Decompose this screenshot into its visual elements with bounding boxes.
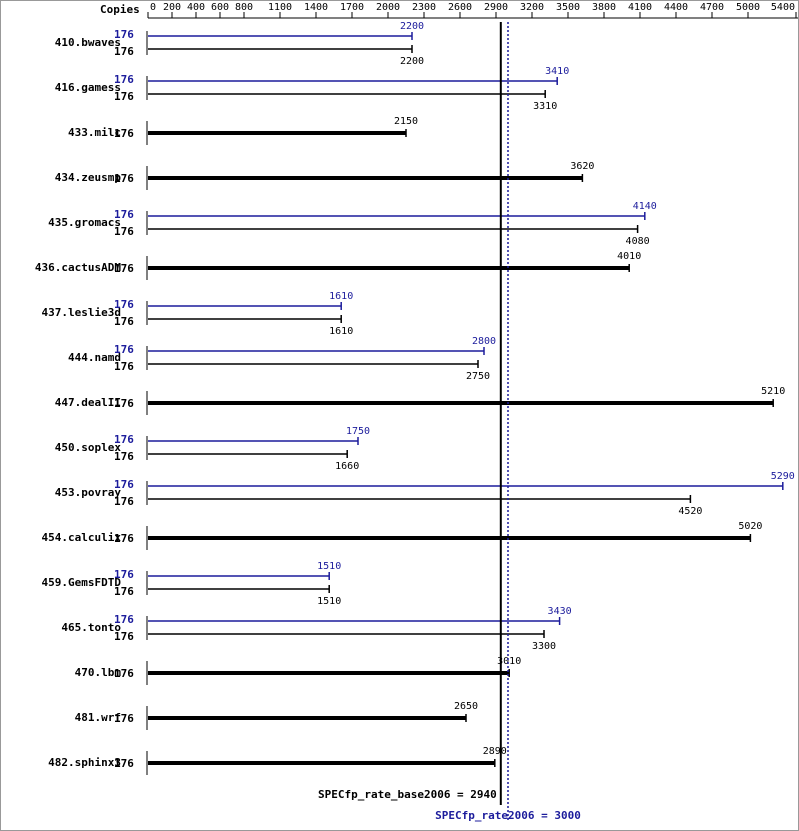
copies: 176 (114, 495, 134, 508)
copies: 176 (114, 532, 134, 545)
value-label: 1610 (329, 291, 353, 302)
value-label: 2800 (472, 336, 496, 347)
x-tick-label: 2000 (376, 2, 400, 13)
x-tick-label: 3200 (520, 2, 544, 13)
benchmark-name: 437.leslie3d (42, 306, 121, 319)
value-label: 4010 (617, 251, 641, 262)
copies: 176 (114, 28, 134, 41)
copies: 176 (114, 478, 134, 491)
value-label: 3310 (533, 101, 557, 112)
value-label: 1610 (329, 326, 353, 337)
value-label: 2750 (466, 371, 490, 382)
benchmark-name: 454.calculix (42, 531, 122, 544)
benchmark-name: 465.tonto (61, 621, 121, 634)
benchmark-name: 436.cactusADM (35, 261, 121, 274)
copies: 176 (114, 127, 134, 140)
value-label: 2650 (454, 701, 478, 712)
benchmark-name: 459.GemsFDTD (42, 576, 122, 589)
benchmark-name: 470.lbm (75, 666, 122, 679)
copies: 176 (114, 568, 134, 581)
copies: 176 (114, 712, 134, 725)
copies: 176 (114, 397, 134, 410)
value-label: 1660 (335, 461, 359, 472)
copies: 176 (114, 315, 134, 328)
x-tick-label: 1700 (340, 2, 364, 13)
value-label: 3300 (532, 641, 556, 652)
benchmark-name: 444.namd (68, 351, 121, 364)
benchmark-name: 481.wrf (75, 711, 121, 724)
value-label: 5290 (771, 471, 795, 482)
value-label: 1750 (346, 426, 370, 437)
copies: 176 (114, 262, 134, 275)
benchmark-name: 410.bwaves (55, 36, 121, 49)
benchmark-name: 482.sphinx3 (48, 756, 121, 769)
x-tick-label: 400 (187, 2, 205, 13)
x-tick-label: 600 (211, 2, 229, 13)
benchmark-name: 433.milc (68, 126, 121, 139)
copies: 176 (114, 667, 134, 680)
copies: 176 (114, 433, 134, 446)
x-tick-label: 2900 (484, 2, 508, 13)
x-tick-label: 200 (163, 2, 181, 13)
copies: 176 (114, 73, 134, 86)
benchmark-name: 450.soplex (55, 441, 122, 454)
x-tick-label: 2300 (412, 2, 436, 13)
x-tick-label: 4400 (664, 2, 688, 13)
value-label: 2200 (400, 21, 424, 32)
copies: 176 (114, 225, 134, 238)
copies: 176 (114, 343, 134, 356)
copies: 176 (114, 585, 134, 598)
copies: 176 (114, 90, 134, 103)
value-label: 3620 (570, 161, 594, 172)
x-tick-label: 5400 (771, 2, 795, 13)
x-tick-label: 1100 (268, 2, 292, 13)
value-label: 4080 (626, 236, 650, 247)
copies: 176 (114, 298, 134, 311)
value-label: 2150 (394, 116, 418, 127)
value-label: 1510 (317, 561, 341, 572)
x-tick-label: 3500 (556, 2, 580, 13)
x-tick-label: 3800 (592, 2, 616, 13)
copies: 176 (114, 450, 134, 463)
benchmark-name: 434.zeusmp (55, 171, 122, 184)
benchmark-name: 447.dealII (55, 396, 121, 409)
copies: 176 (114, 613, 134, 626)
x-tick-label: 1400 (304, 2, 328, 13)
value-label: 3410 (545, 66, 569, 77)
value-label: 4140 (633, 201, 657, 212)
value-label: 3430 (548, 606, 572, 617)
copies: 176 (114, 208, 134, 221)
copies: 176 (114, 757, 134, 770)
value-label: 4520 (678, 506, 702, 517)
x-tick-label: 4700 (700, 2, 724, 13)
benchmark-name: 435.gromacs (48, 216, 121, 229)
value-label: 2890 (483, 746, 507, 757)
value-label: 5020 (738, 521, 762, 532)
value-label: 3010 (497, 656, 521, 667)
benchmark-name: 453.povray (55, 486, 122, 499)
copies: 176 (114, 172, 134, 185)
x-tick-label: 4100 (628, 2, 652, 13)
reference-label: SPECfp_rate2006 = 3000 (435, 809, 581, 822)
x-tick-label: 5000 (736, 2, 760, 13)
value-label: 2200 (400, 56, 424, 67)
x-tick-label: 0 (150, 2, 156, 13)
copies: 176 (114, 45, 134, 58)
copies: 176 (114, 630, 134, 643)
value-label: 5210 (761, 386, 785, 397)
copies: 176 (114, 360, 134, 373)
x-tick-label: 2600 (448, 2, 472, 13)
reference-label: SPECfp_rate_base2006 = 2940 (318, 788, 497, 801)
x-tick-label: 800 (235, 2, 253, 13)
copies-header: Copies (100, 3, 140, 16)
benchmark-name: 416.gamess (55, 81, 121, 94)
value-label: 1510 (317, 596, 341, 607)
